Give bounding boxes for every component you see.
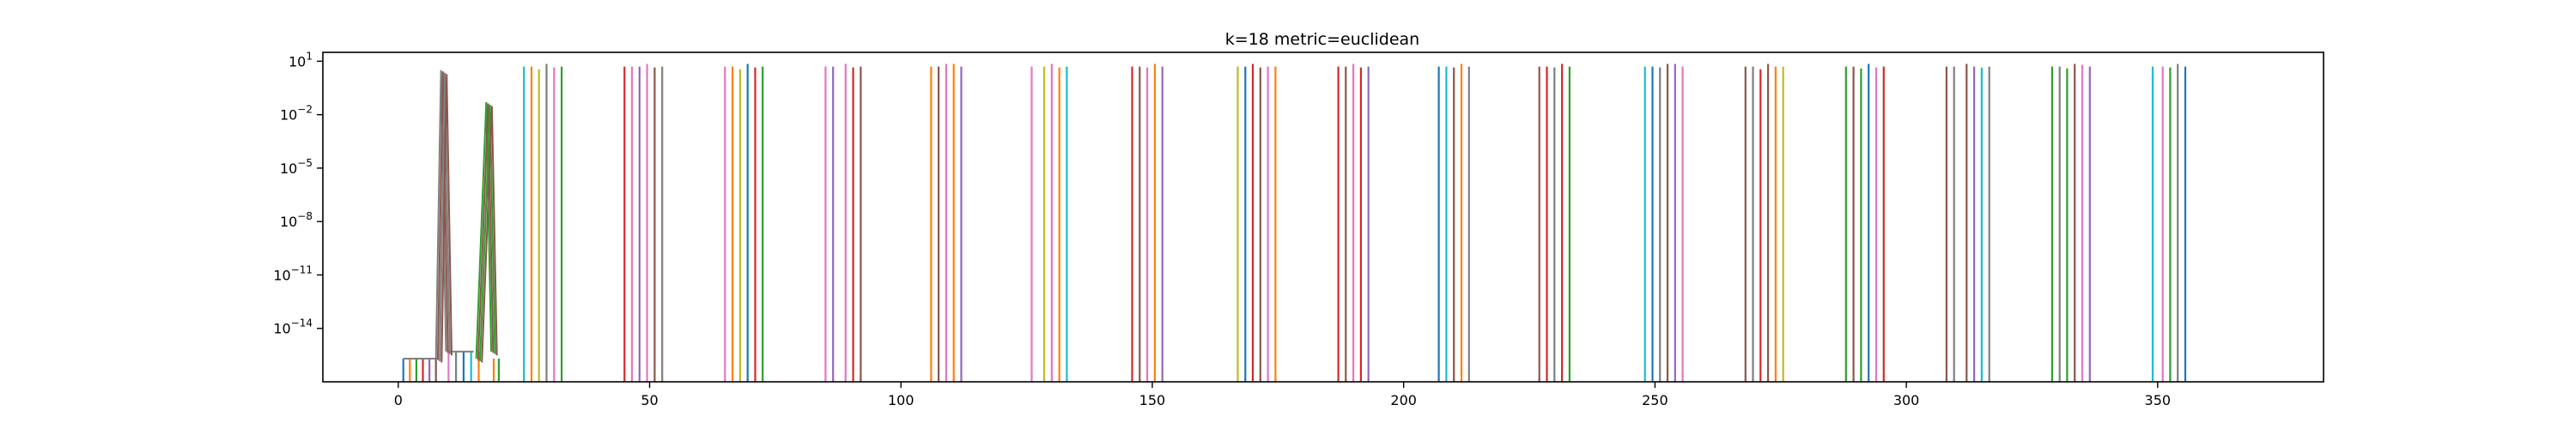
x-tick-label: 250 — [1642, 392, 1668, 408]
y-tick-label: 10−5 — [280, 157, 313, 177]
peak-curve — [477, 103, 495, 360]
plot-frame — [322, 51, 2324, 383]
x-tick-label: 50 — [641, 392, 658, 408]
x-tick-label: 100 — [888, 392, 914, 408]
chart-title: k=18 metric=euclidean — [1225, 30, 1419, 49]
peak-curve — [436, 71, 449, 360]
chart-axes: 0 50 100 150 200 250 300 350 101 10−2 10−5 10−8 10−1… — [273, 50, 2324, 408]
x-tick-label: 150 — [1139, 392, 1166, 408]
x-tick-label: 0 — [394, 392, 403, 408]
y-tick-label: 10−2 — [280, 104, 313, 124]
y-tick-label: 10−14 — [273, 317, 313, 337]
peak-curve — [475, 102, 493, 360]
peak-curve — [434, 69, 447, 360]
x-tick-label: 350 — [2145, 392, 2172, 408]
x-tick-label: 300 — [1893, 392, 1920, 408]
peak-curve — [440, 74, 453, 363]
chart-marks — [402, 63, 2187, 382]
y-tick-label: 10−8 — [280, 210, 313, 230]
peak-curve — [481, 106, 498, 363]
peak-curve — [479, 105, 496, 362]
y-tick-label: 101 — [289, 50, 313, 69]
x-tick-label: 200 — [1390, 392, 1417, 408]
y-tick-label: 10−11 — [273, 263, 313, 283]
peak-curve — [439, 72, 451, 362]
